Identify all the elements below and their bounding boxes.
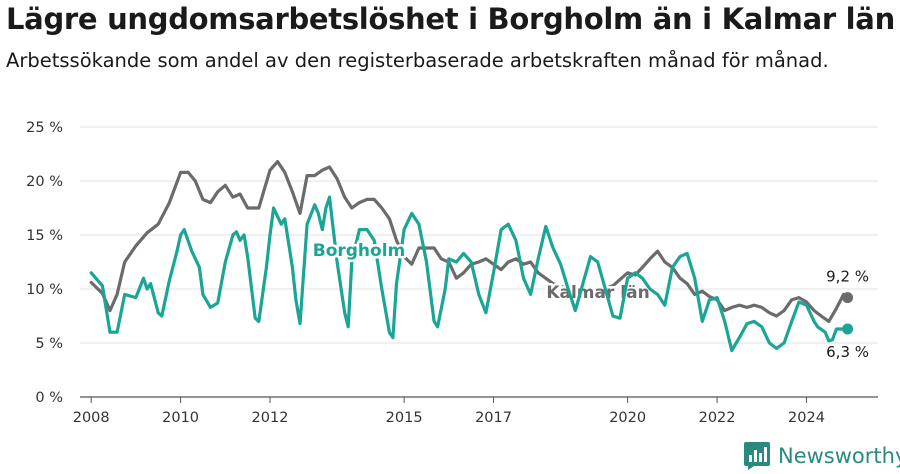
y-tick-label: 25 % (26, 120, 63, 136)
end-value-label-kalmar-lan: 9,2 % (826, 268, 869, 286)
series-label-borgholm: Borgholm (313, 241, 406, 261)
end-value-label-halo: 6,3 % (826, 343, 869, 361)
end-point-borgholm (842, 323, 854, 335)
brand-name: Newsworthy (778, 444, 900, 468)
x-tick-label: 2012 (252, 410, 289, 426)
x-tick-label: 2015 (386, 410, 423, 426)
series-line-kalmar-lan (89, 160, 850, 323)
x-tick-label: 2017 (475, 410, 512, 426)
chart-subtitle: Arbetssökande som andel av den registerb… (6, 49, 829, 72)
end-value-label-halo: 9,2 % (826, 268, 869, 286)
series-line-borgholm (89, 195, 850, 353)
chart-title: Lägre ungdomsarbetslöshet i Borgholm än … (6, 2, 895, 36)
end-point-kalmar-lan (842, 292, 854, 304)
y-tick-label: 0 % (35, 390, 63, 406)
x-tick-label: 2022 (699, 410, 736, 426)
bar-chart-icon (744, 442, 770, 470)
end-value-label-borgholm: 6,3 % (826, 343, 869, 361)
y-tick-label: 5 % (35, 336, 63, 352)
x-tick-label: 2008 (73, 410, 110, 426)
brand-logo: Newsworthy (744, 440, 900, 472)
y-tick-label: 20 % (26, 174, 63, 190)
y-tick-label: 15 % (26, 228, 63, 244)
y-tick-label: 10 % (26, 282, 63, 298)
x-tick-label: 2010 (162, 410, 199, 426)
series-label-kalmar-lan: Kalmar län (546, 283, 649, 303)
series-label-halo: Borgholm (313, 241, 406, 261)
x-tick-label: 2024 (788, 410, 825, 426)
x-tick-label: 2020 (609, 410, 646, 426)
